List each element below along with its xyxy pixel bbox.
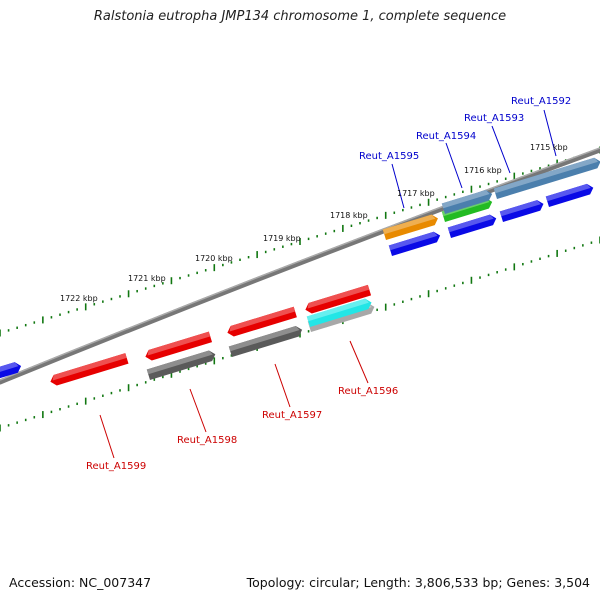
gene-red-shine — [229, 306, 296, 332]
scale-label: 1718 kbp — [330, 211, 368, 220]
gene-label-Reut_A1593[interactable]: Reut_A1593 — [464, 113, 524, 124]
leader-Reut_A1599 — [99, 414, 115, 459]
gene-red-shine — [52, 353, 127, 381]
scale-label: 1721 kbp — [128, 274, 166, 283]
leader-Reut_A1594 — [445, 142, 463, 189]
leader-Reut_A1593 — [491, 125, 511, 174]
gene-label-Reut_A1594[interactable]: Reut_A1594 — [416, 131, 476, 142]
scale-label: 1719 kbp — [263, 234, 301, 243]
gene-label-Reut_A1596[interactable]: Reut_A1596 — [338, 386, 398, 397]
leader-Reut_A1597 — [274, 363, 291, 408]
gene-label-Reut_A1592[interactable]: Reut_A1592 — [511, 96, 571, 107]
accession-text: Accession: NC_007347 — [9, 575, 152, 590]
scale-label: 1722 kbp — [60, 294, 98, 303]
gene-label-Reut_A1598[interactable]: Reut_A1598 — [177, 435, 237, 446]
gene-gray-shine — [146, 350, 213, 375]
gene-blue-shine — [447, 214, 494, 233]
scale-label: 1720 kbp — [195, 254, 233, 263]
gene-blue-shine — [499, 200, 541, 217]
gene-red-shine — [307, 284, 370, 309]
gene-blue-shine — [388, 231, 438, 251]
gene-label-Reut_A1597[interactable]: Reut_A1597 — [262, 410, 322, 421]
scale-ticks — [0, 146, 600, 432]
scale-label: 1717 kbp — [397, 189, 435, 198]
sequence-summary: Topology: circular; Length: 3,806,533 bp… — [246, 575, 590, 590]
scale-label: 1716 kbp — [464, 166, 502, 175]
chromosome-backbone — [0, 147, 600, 385]
gene-blue-shine — [545, 183, 591, 202]
gene-track — [0, 157, 600, 386]
gene-steel-shine — [493, 157, 599, 194]
leader-Reut_A1598 — [189, 388, 207, 433]
gene-label-Reut_A1599[interactable]: Reut_A1599 — [86, 461, 146, 472]
gene-red-shine — [147, 331, 211, 356]
map-title: Ralstonia eutropha JMP134 chromosome 1, … — [93, 9, 507, 24]
scale-label: 1715 kbp — [530, 143, 568, 152]
leader-Reut_A1596 — [349, 340, 369, 384]
gene-blue-shine — [0, 362, 19, 372]
leader-Reut_A1592 — [543, 109, 557, 157]
leader-Reut_A1595 — [391, 163, 405, 209]
label-leader-lines — [99, 109, 557, 459]
backbone-highlight — [0, 147, 600, 381]
gene-orange-shine — [382, 214, 436, 235]
gene-label-Reut_A1595[interactable]: Reut_A1595 — [359, 151, 419, 162]
gene-steel-shine — [441, 190, 490, 209]
gene-gray-shine — [228, 326, 300, 352]
gene-cyan-shine — [306, 298, 369, 322]
